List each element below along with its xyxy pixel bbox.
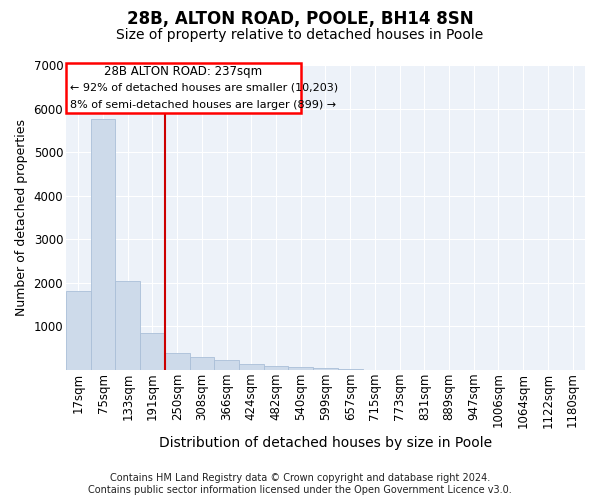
Bar [66,292,91,370]
Y-axis label: Number of detached properties: Number of detached properties [15,119,28,316]
Bar [313,368,338,370]
Bar [239,364,263,370]
Bar [66,63,301,113]
Text: Size of property relative to detached houses in Poole: Size of property relative to detached ho… [116,28,484,42]
Bar [91,120,115,370]
Bar [289,367,313,370]
Bar [115,280,140,370]
Bar [165,354,190,370]
Bar [214,360,239,370]
Text: 28B ALTON ROAD: 237sqm: 28B ALTON ROAD: 237sqm [104,64,262,78]
Text: 28B, ALTON ROAD, POOLE, BH14 8SN: 28B, ALTON ROAD, POOLE, BH14 8SN [127,10,473,28]
X-axis label: Distribution of detached houses by size in Poole: Distribution of detached houses by size … [159,436,492,450]
Bar [190,356,214,370]
Bar [263,366,289,370]
Text: Contains HM Land Registry data © Crown copyright and database right 2024.
Contai: Contains HM Land Registry data © Crown c… [88,474,512,495]
Text: 8% of semi-detached houses are larger (899) →: 8% of semi-detached houses are larger (8… [70,100,336,110]
Bar [140,333,165,370]
Text: ← 92% of detached houses are smaller (10,203): ← 92% of detached houses are smaller (10… [70,83,338,93]
